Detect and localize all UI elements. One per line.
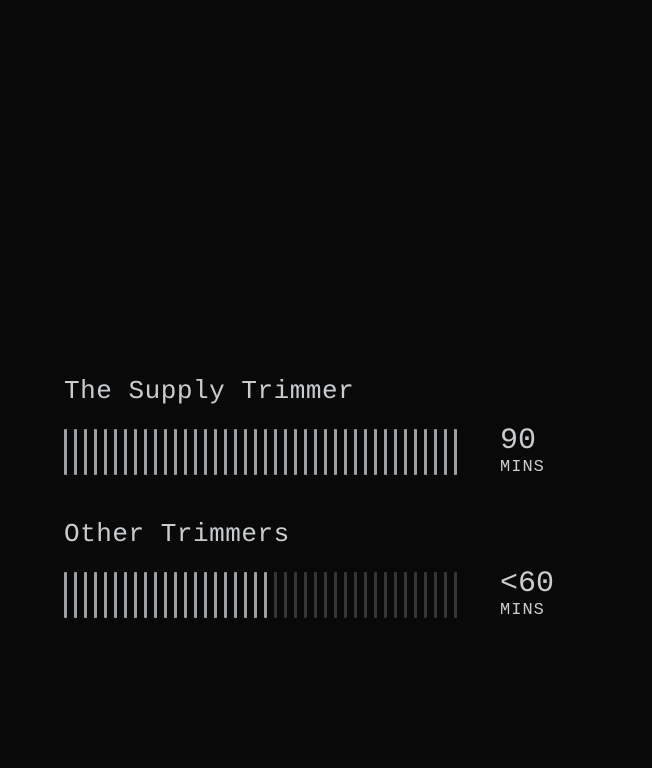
tick — [354, 572, 357, 618]
tick — [264, 429, 267, 475]
tick — [184, 429, 187, 475]
unit: MINS — [500, 601, 580, 620]
value-column: <60 MINS — [500, 569, 580, 620]
tick — [384, 572, 387, 618]
tick — [364, 572, 367, 618]
chart-label: Other Trimmers — [64, 519, 588, 549]
tick — [424, 429, 427, 475]
unit: MINS — [500, 458, 580, 477]
tick — [394, 429, 397, 475]
tick — [234, 429, 237, 475]
tick-bar — [64, 572, 480, 618]
tick — [194, 429, 197, 475]
tick — [374, 429, 377, 475]
tick — [284, 429, 287, 475]
tick — [344, 429, 347, 475]
value-column: 90 MINS — [500, 426, 580, 477]
tick — [224, 572, 227, 618]
tick — [144, 572, 147, 618]
tick — [234, 572, 237, 618]
tick — [274, 429, 277, 475]
tick — [444, 572, 447, 618]
tick — [424, 572, 427, 618]
tick — [84, 429, 87, 475]
tick — [144, 429, 147, 475]
tick — [324, 572, 327, 618]
value: 90 — [500, 426, 580, 456]
chart-block: Other Trimmers <60 MINS — [64, 519, 588, 620]
tick — [154, 429, 157, 475]
tick — [174, 572, 177, 618]
tick — [204, 572, 207, 618]
tick — [214, 429, 217, 475]
tick — [304, 572, 307, 618]
tick — [254, 429, 257, 475]
tick — [134, 429, 137, 475]
tick — [104, 429, 107, 475]
comparison-chart: The Supply Trimmer 90 MINS Other Trimmers <6… — [0, 0, 652, 768]
tick — [134, 572, 137, 618]
tick — [74, 572, 77, 618]
tick — [444, 429, 447, 475]
tick — [344, 572, 347, 618]
tick — [164, 572, 167, 618]
tick — [434, 572, 437, 618]
tick — [74, 429, 77, 475]
tick — [154, 572, 157, 618]
chart-row: 90 MINS — [64, 426, 588, 477]
tick — [164, 429, 167, 475]
tick — [224, 429, 227, 475]
tick — [124, 429, 127, 475]
tick — [284, 572, 287, 618]
tick — [264, 572, 267, 618]
tick — [84, 572, 87, 618]
tick — [94, 429, 97, 475]
tick — [104, 572, 107, 618]
tick — [314, 572, 317, 618]
chart-block: The Supply Trimmer 90 MINS — [64, 376, 588, 477]
tick — [94, 572, 97, 618]
tick — [244, 572, 247, 618]
tick — [394, 572, 397, 618]
chart-row: <60 MINS — [64, 569, 588, 620]
tick — [314, 429, 317, 475]
tick — [204, 429, 207, 475]
chart-label: The Supply Trimmer — [64, 376, 588, 406]
tick — [404, 429, 407, 475]
tick — [114, 572, 117, 618]
tick — [294, 429, 297, 475]
tick — [304, 429, 307, 475]
tick — [174, 429, 177, 475]
tick — [124, 572, 127, 618]
tick — [114, 429, 117, 475]
tick — [274, 572, 277, 618]
tick — [414, 429, 417, 475]
tick-bar — [64, 429, 480, 475]
tick — [374, 572, 377, 618]
tick — [64, 572, 67, 618]
tick — [434, 429, 437, 475]
tick — [294, 572, 297, 618]
tick — [184, 572, 187, 618]
tick — [384, 429, 387, 475]
tick — [244, 429, 247, 475]
tick — [334, 572, 337, 618]
tick — [404, 572, 407, 618]
tick — [214, 572, 217, 618]
tick — [334, 429, 337, 475]
tick — [64, 429, 67, 475]
tick — [454, 572, 457, 618]
value: <60 — [500, 569, 580, 599]
tick — [354, 429, 357, 475]
tick — [194, 572, 197, 618]
tick — [254, 572, 257, 618]
tick — [324, 429, 327, 475]
tick — [454, 429, 457, 475]
tick — [364, 429, 367, 475]
tick — [414, 572, 417, 618]
